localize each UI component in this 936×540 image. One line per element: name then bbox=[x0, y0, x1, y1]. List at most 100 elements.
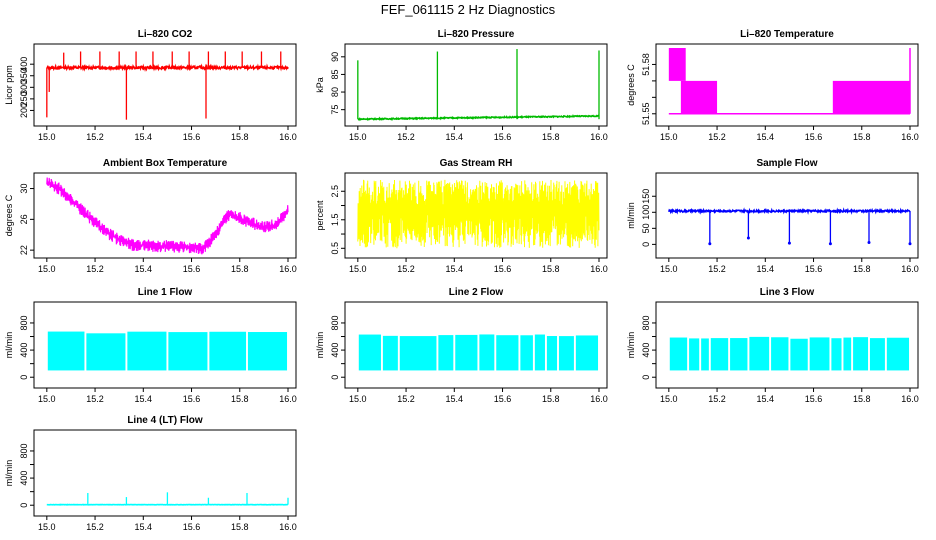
panel-title-line3: Line 3 Flow bbox=[760, 287, 815, 298]
y-tick-label: 50 bbox=[641, 223, 651, 233]
x-tick-label: 16.0 bbox=[590, 394, 608, 404]
x-tick-label: 16.0 bbox=[590, 132, 608, 142]
page-title: FEF_061115 2 Hz Diagnostics bbox=[380, 2, 556, 17]
flow-band bbox=[358, 334, 381, 371]
y-tick-label: 800 bbox=[19, 443, 29, 458]
flow-band bbox=[520, 335, 533, 371]
flow-band bbox=[168, 332, 208, 371]
x-tick-label: 15.4 bbox=[757, 132, 775, 142]
dip-point bbox=[908, 242, 912, 246]
y-tick-label: 0 bbox=[330, 375, 340, 380]
x-tick-label: 15.8 bbox=[231, 132, 249, 142]
plot-frame-line4 bbox=[33, 429, 297, 517]
y-axis-label-rh: percent bbox=[315, 200, 325, 231]
x-tick-label: 15.6 bbox=[805, 264, 823, 274]
plot-frame-co2 bbox=[33, 43, 297, 127]
flow-band bbox=[479, 334, 495, 371]
flow-band bbox=[399, 336, 437, 371]
plot-frame-line1 bbox=[33, 301, 297, 389]
plot-frame-sample bbox=[655, 172, 919, 259]
flow-band bbox=[886, 337, 910, 371]
y-tick-label: 400 bbox=[641, 343, 651, 358]
series-noise-rh bbox=[357, 179, 600, 249]
panel-ambient: Ambient Box Temperature 15.0 15.2 15.4 15.6 1… bbox=[4, 158, 297, 274]
y-axis-label-pressure: kPa bbox=[315, 77, 325, 93]
y-tick-label: 350 bbox=[19, 68, 29, 83]
x-tick-label: 15.2 bbox=[86, 394, 104, 404]
y-tick-label: 0 bbox=[641, 242, 651, 247]
x-tick-label: 15.0 bbox=[38, 394, 56, 404]
y-tick-label: 0 bbox=[641, 375, 651, 380]
x-tick-label: 15.2 bbox=[397, 394, 415, 404]
series-line-pressure bbox=[357, 114, 600, 122]
x-tick-label: 16.0 bbox=[279, 132, 297, 142]
x-tick-label: 15.8 bbox=[231, 264, 249, 274]
x-tick-label: 15.0 bbox=[660, 264, 678, 274]
flow-band bbox=[749, 336, 770, 371]
x-tick-label: 15.2 bbox=[708, 132, 726, 142]
plot-frame-rh bbox=[344, 172, 608, 259]
temperature-band bbox=[832, 80, 910, 114]
x-tick-label: 15.6 bbox=[183, 264, 201, 274]
x-tick-label: 16.0 bbox=[901, 394, 919, 404]
x-tick-label: 15.2 bbox=[708, 394, 726, 404]
x-tick-label: 15.4 bbox=[446, 264, 464, 274]
y-tick-label: 800 bbox=[19, 315, 29, 330]
flow-band bbox=[575, 335, 599, 371]
series-line-ambient bbox=[46, 177, 289, 255]
x-tick-label: 15.2 bbox=[86, 132, 104, 142]
x-tick-label: 15.8 bbox=[542, 264, 560, 274]
y-tick-label: 300 bbox=[19, 80, 29, 95]
flow-band bbox=[710, 338, 729, 371]
flow-band bbox=[455, 334, 478, 371]
panel-line3: Line 3 Flow 15.0 15.2 15.4 15.6 15.8 16.0 0 400 8… bbox=[626, 287, 919, 404]
y-tick-label: 400 bbox=[19, 57, 29, 72]
panel-title-co2: Li–820 CO2 bbox=[138, 29, 193, 40]
series-line-sample bbox=[668, 207, 911, 215]
y-tick-label: 150 bbox=[641, 189, 651, 204]
y-axis-label-co2: Licor ppm bbox=[4, 65, 14, 105]
panel-title-line4: Line 4 (LT) Flow bbox=[127, 415, 203, 426]
x-tick-label: 15.0 bbox=[660, 132, 678, 142]
dip-point bbox=[828, 242, 832, 246]
x-tick-label: 15.2 bbox=[397, 132, 415, 142]
y-axis-label-line3: ml/min bbox=[626, 332, 636, 359]
flow-band bbox=[534, 334, 545, 371]
temperature-band bbox=[668, 48, 686, 81]
x-tick-label: 15.0 bbox=[38, 132, 56, 142]
x-tick-label: 15.8 bbox=[853, 394, 871, 404]
x-tick-label: 16.0 bbox=[279, 394, 297, 404]
flow-band bbox=[546, 336, 558, 371]
x-tick-label: 15.6 bbox=[183, 132, 201, 142]
x-tick-label: 15.8 bbox=[542, 132, 560, 142]
x-tick-label: 15.6 bbox=[494, 394, 512, 404]
dip-point bbox=[746, 236, 750, 240]
y-axis-label-ambient: degrees C bbox=[4, 194, 14, 236]
y-tick-label: 100 bbox=[641, 205, 651, 220]
y-axis-label-line2: ml/min bbox=[315, 332, 325, 359]
flow-band bbox=[790, 338, 808, 371]
y-tick-label: 80 bbox=[330, 87, 340, 97]
y-tick-label: 90 bbox=[330, 52, 340, 62]
y-tick-label: 0.5 bbox=[330, 242, 340, 255]
x-tick-label: 15.8 bbox=[853, 132, 871, 142]
y-tick-label: 0 bbox=[19, 375, 29, 380]
x-tick-label: 15.6 bbox=[494, 264, 512, 274]
y-tick-label: 26 bbox=[19, 214, 29, 224]
y-axis-label-sample: ml/min bbox=[626, 202, 636, 229]
y-tick-label: 800 bbox=[641, 315, 651, 330]
plot-frame-pressure bbox=[344, 43, 608, 127]
x-tick-label: 15.2 bbox=[397, 264, 415, 274]
y-axis-label-temperature: degrees C bbox=[626, 64, 636, 106]
x-tick-label: 15.2 bbox=[86, 522, 104, 532]
flow-band bbox=[669, 337, 688, 371]
x-tick-label: 15.4 bbox=[757, 394, 775, 404]
flow-band bbox=[86, 333, 126, 371]
y-tick-label: 75 bbox=[330, 105, 340, 115]
x-tick-label: 15.4 bbox=[135, 522, 153, 532]
x-tick-label: 15.8 bbox=[542, 394, 560, 404]
y-tick-label: 2.5 bbox=[330, 185, 340, 198]
x-tick-label: 15.8 bbox=[853, 264, 871, 274]
x-tick-label: 16.0 bbox=[279, 264, 297, 274]
x-tick-label: 16.0 bbox=[901, 132, 919, 142]
